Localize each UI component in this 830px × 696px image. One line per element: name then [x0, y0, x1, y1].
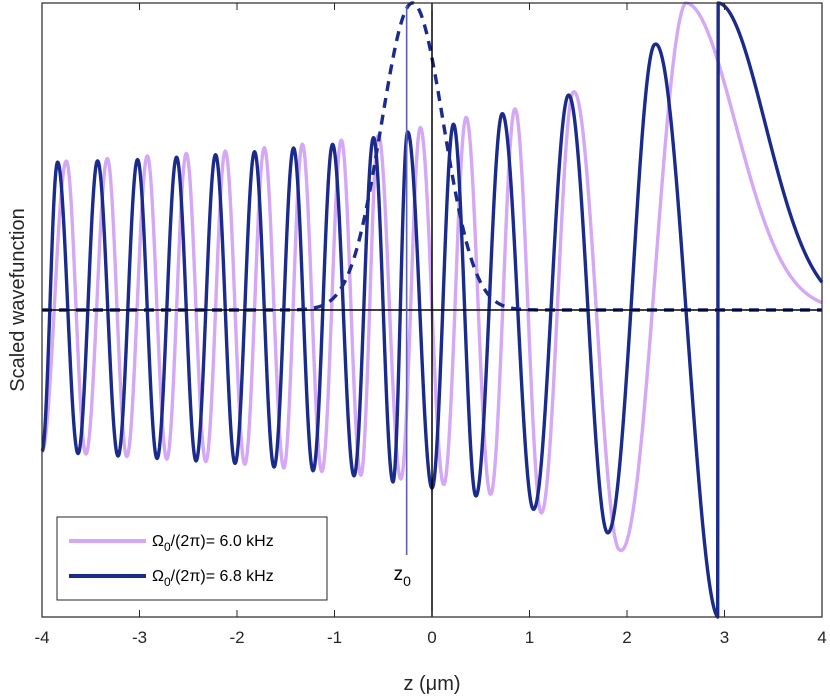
- z0-annotation-main: z: [394, 564, 404, 585]
- x-tick-label: -1: [327, 628, 342, 647]
- z0-annotation: z0: [394, 564, 412, 589]
- x-tick-label: 0: [427, 628, 436, 647]
- x-axis-label: z (μm): [403, 673, 460, 695]
- x-tick-label: -3: [132, 628, 147, 647]
- x-tick-layer: -4 -3 -2 -1 0 1 2 3 4: [34, 3, 827, 647]
- legend-label-6-0-khz: Ω0/(2π)= 6.0 kHz: [152, 533, 274, 554]
- legend-box: [56, 516, 328, 601]
- legend: Ω0/(2π)= 6.0 kHz Ω0/(2π)= 6.8 kHz: [56, 516, 328, 601]
- x-tick-label: -4: [34, 628, 49, 647]
- x-tick-label: 1: [525, 628, 534, 647]
- y-axis-label: Scaled wavefunction: [7, 208, 29, 391]
- z0-annotation-sub: 0: [403, 573, 411, 589]
- x-tick-label: -2: [229, 628, 244, 647]
- x-tick-label: 3: [720, 628, 729, 647]
- x-tick-label: 4: [817, 628, 826, 647]
- legend-label-6-8-khz: Ω0/(2π)= 6.8 kHz: [152, 568, 274, 589]
- x-tick-label: 2: [622, 628, 631, 647]
